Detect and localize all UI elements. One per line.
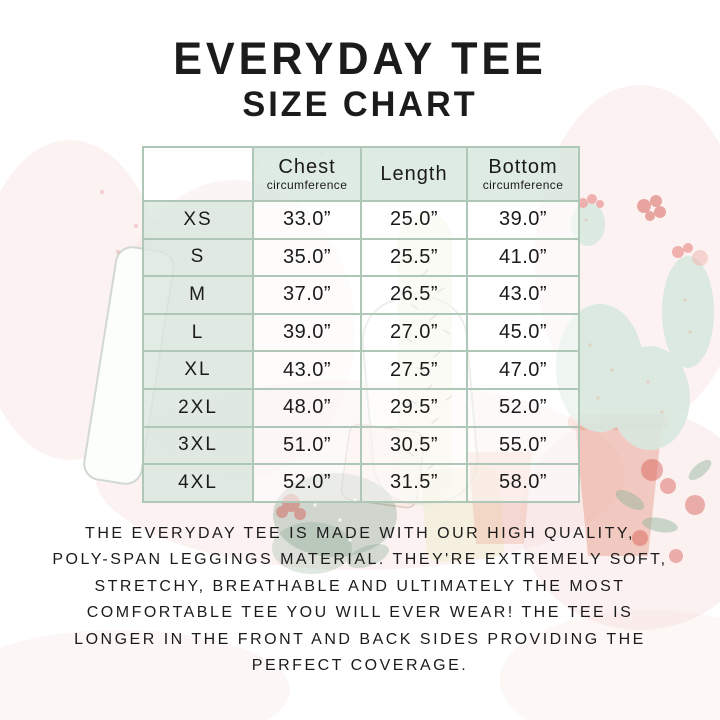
description-line: LONGER IN THE FRONT AND BACK SIDES PROVI… bbox=[74, 630, 646, 648]
length-value-cell: 26.5” bbox=[360, 275, 468, 315]
bottom-value-cell: 58.0” bbox=[466, 463, 580, 503]
size-cell: 3XL bbox=[142, 425, 254, 466]
size-cell: XL bbox=[142, 350, 254, 390]
chest-value-cell: 52.0” bbox=[252, 463, 362, 503]
bottom-value-cell: 55.0” bbox=[466, 425, 580, 466]
length-value-cell: 25.5” bbox=[360, 237, 468, 278]
column-header-sublabel: circumference bbox=[482, 178, 564, 192]
length-value-cell: 29.5” bbox=[360, 387, 468, 428]
empty-corner-cell bbox=[142, 146, 254, 202]
table-header-row: Chest circumference Length Bottom circum… bbox=[142, 146, 580, 202]
column-header-label: Bottom bbox=[488, 156, 558, 178]
chest-value-cell: 37.0” bbox=[252, 275, 362, 315]
column-header-length: Length bbox=[360, 146, 468, 202]
table-row: S 35.0” 25.5” 41.0” bbox=[142, 237, 580, 278]
column-header-bottom: Bottom circumference bbox=[466, 146, 580, 202]
column-header-label: Length bbox=[380, 162, 448, 185]
length-value-cell: 30.5” bbox=[360, 425, 468, 466]
cactus-flower-watermark bbox=[578, 194, 693, 258]
table-row: 4XL 52.0” 31.5” 58.0” bbox=[142, 463, 580, 503]
bottom-value-cell: 43.0” bbox=[466, 275, 580, 315]
chest-value-cell: 48.0” bbox=[252, 387, 362, 428]
table-row: 3XL 51.0” 30.5” 55.0” bbox=[142, 425, 580, 466]
size-cell: M bbox=[142, 275, 254, 315]
table-row: XL 43.0” 27.5” 47.0” bbox=[142, 350, 580, 390]
description-line: THE EVERYDAY TEE IS MADE WITH OUR HIGH Q… bbox=[85, 525, 635, 542]
length-value-cell: 25.0” bbox=[360, 200, 468, 240]
chest-value-cell: 51.0” bbox=[252, 425, 362, 466]
table-row: M 37.0” 26.5” 43.0” bbox=[142, 275, 580, 315]
title-block: EVERYDAY TEE SIZE CHART bbox=[0, 33, 720, 124]
bottom-value-cell: 52.0” bbox=[466, 387, 580, 428]
size-cell: 4XL bbox=[142, 463, 254, 503]
size-cell: S bbox=[142, 237, 254, 278]
floral-watermark-bottom-right bbox=[615, 459, 712, 563]
bottom-value-cell: 41.0” bbox=[466, 237, 580, 278]
description-line: PERFECT COVERAGE. bbox=[251, 657, 469, 675]
length-value-cell: 27.0” bbox=[360, 312, 468, 353]
description-line: COMFORTABLE TEE YOU WILL EVER WEAR! THE … bbox=[86, 604, 634, 622]
column-header-label: Chest bbox=[278, 156, 336, 178]
description-line: POLY-SPAN LEGGINGS MATERIAL. THEY'RE EXT… bbox=[52, 551, 668, 569]
column-header-chest: Chest circumference bbox=[252, 146, 362, 202]
flower-watermark-top-right bbox=[637, 195, 708, 266]
page-title: EVERYDAY TEE bbox=[173, 33, 547, 84]
bottom-value-cell: 39.0” bbox=[466, 200, 580, 240]
column-header-sublabel: circumference bbox=[266, 178, 348, 192]
page-subtitle: SIZE CHART bbox=[242, 85, 478, 124]
chest-value-cell: 35.0” bbox=[252, 237, 362, 278]
bottom-value-cell: 45.0” bbox=[466, 312, 580, 353]
chest-value-cell: 43.0” bbox=[252, 350, 362, 390]
description-line: STRETCHY, BREATHABLE AND ULTIMATELY THE … bbox=[94, 577, 626, 595]
length-value-cell: 31.5” bbox=[360, 463, 468, 503]
bottom-value-cell: 47.0” bbox=[466, 350, 580, 390]
size-cell: XS bbox=[142, 200, 254, 240]
table-row: L 39.0” 27.0” 45.0” bbox=[142, 312, 580, 353]
table-row: 2XL 48.0” 29.5” 52.0” bbox=[142, 387, 580, 428]
size-chart-table: Chest circumference Length Bottom circum… bbox=[142, 146, 580, 503]
product-description: THE EVERYDAY TEE IS MADE WITH OUR HIGH Q… bbox=[0, 521, 720, 679]
size-cell: L bbox=[142, 312, 254, 353]
length-value-cell: 27.5” bbox=[360, 350, 468, 390]
chest-value-cell: 33.0” bbox=[252, 200, 362, 240]
table-row: XS 33.0” 25.0” 39.0” bbox=[142, 200, 580, 240]
chest-value-cell: 39.0” bbox=[252, 312, 362, 353]
size-cell: 2XL bbox=[142, 387, 254, 428]
